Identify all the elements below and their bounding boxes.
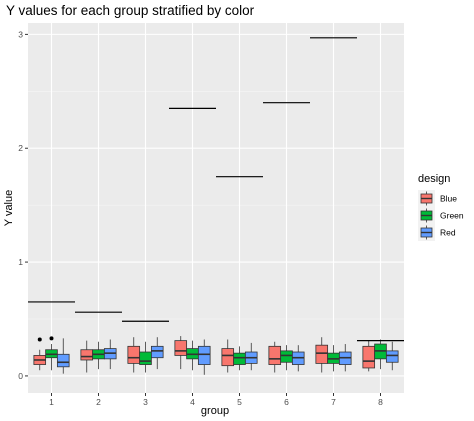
box [174,340,188,356]
box [362,345,376,369]
x-tick-label: 4 [190,397,195,407]
plot-panel [28,23,404,393]
legend-key-red [418,224,435,241]
box [80,349,94,361]
x-tick-label: 8 [378,397,383,407]
x-tick-label: 7 [331,397,336,407]
legend-label-green: Green [440,211,464,221]
chart-title: Y values for each group stratified by co… [6,3,255,18]
box [280,350,293,363]
y-axis-title: Y value [3,190,15,227]
box [127,345,141,364]
boxplot-blue-group-4 [174,336,188,370]
x-axis-title: group [201,405,229,417]
box [315,344,329,364]
boxplot-red-group-1 [56,338,70,374]
mean-lines [28,37,404,342]
box [139,351,152,365]
x-tick-label: 1 [49,397,54,407]
boxplot-red-group-7 [338,344,352,372]
y-axis: 0 1 2 3 [18,29,28,381]
x-axis: 1 2 3 4 5 6 7 8 [49,393,383,407]
boxplot-red-group-8 [385,341,399,371]
x-tick-label: 5 [237,397,242,407]
legend-label-blue: Blue [440,194,457,204]
y-tick-label: 0 [18,371,23,381]
boxplot-red-group-5 [244,342,258,371]
boxplot-red-group-2 [103,339,117,370]
boxplot-green-group-3 [139,341,152,373]
boxplot-red-group-3 [150,337,164,370]
y-tick-label: 3 [18,29,23,39]
y-tick-label: 2 [18,143,23,153]
outlier-point [37,337,42,342]
boxplot-red-group-6 [291,345,305,372]
legend-key-green [418,207,435,224]
outlier-point [49,336,54,341]
boxplot-blue-group-1 [33,337,47,371]
box [268,345,282,365]
x-tick-label: 3 [143,397,148,407]
box [221,348,235,367]
box [56,353,70,368]
legend-label-red: Red [440,228,456,238]
legend-title: design [418,173,450,185]
legend-key-blue [418,190,435,207]
boxplot-red-group-4 [197,339,211,375]
x-tick-label: 6 [284,397,289,407]
box [385,350,399,363]
grid-lines [28,23,404,393]
box [197,345,211,365]
x-tick-label: 2 [96,397,101,407]
boxplots [33,336,399,375]
y-tick-label: 1 [18,257,23,267]
boxplot-green-group-1 [45,336,58,371]
box [233,352,246,365]
legend: design Blue Green Red [418,173,464,241]
box [150,345,164,359]
